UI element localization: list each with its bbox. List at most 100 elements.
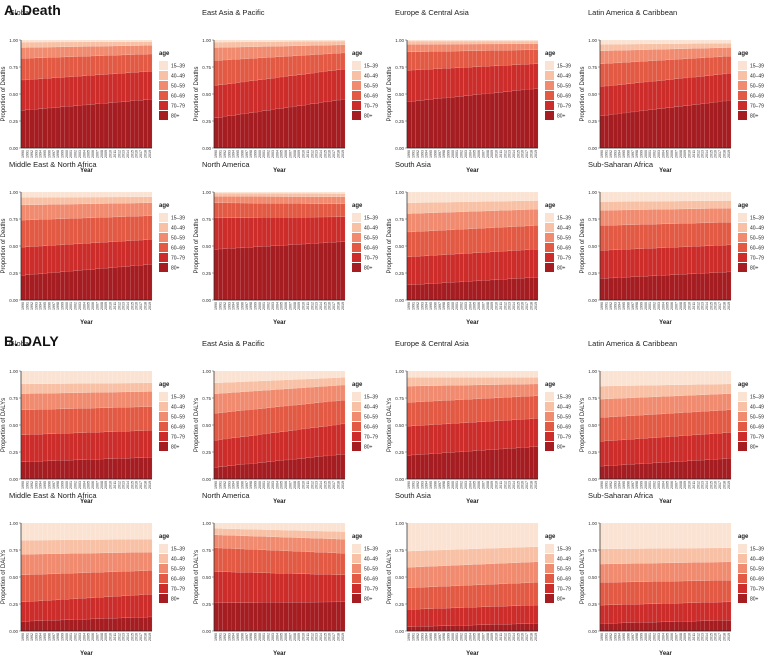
bar-segment: [309, 191, 315, 194]
bar-segment: [656, 603, 662, 623]
bar-segment: [665, 43, 671, 50]
legend-label: 15–39: [557, 395, 571, 401]
bar-segment: [529, 191, 534, 201]
bar-segment: [20, 39, 26, 43]
x-tick-label: 1998: [249, 302, 253, 310]
bar-segment: [476, 398, 482, 423]
legend-label: 40–49: [750, 226, 764, 232]
bar-segment: [687, 548, 692, 563]
bar-segment: [134, 539, 140, 553]
bar-segment: [309, 370, 315, 379]
y-tick-label: 0.50: [588, 575, 597, 580]
x-tick-label: 2002: [74, 302, 78, 310]
bar-segment: [630, 622, 636, 632]
bar-segment: [90, 217, 96, 244]
x-tick-label: 1991: [412, 633, 416, 641]
x-tick-label: 2008: [100, 302, 104, 310]
bar-segment: [25, 219, 30, 247]
bar-segment: [682, 412, 688, 436]
bar-segment: [60, 539, 65, 554]
bar-segment: [691, 191, 697, 202]
bar-segment: [454, 385, 460, 400]
bar-segment: [73, 203, 78, 219]
bar-segment: [415, 550, 421, 568]
x-tick-label: 2009: [104, 481, 108, 489]
bar-segment: [533, 623, 539, 632]
x-tick-label: 1992: [416, 150, 420, 158]
bar-segment: [82, 432, 87, 460]
bar-segment: [33, 540, 39, 555]
bar-segment: [327, 385, 333, 402]
bar-segment: [261, 246, 267, 301]
bar-segment: [309, 387, 315, 404]
bar-segment: [42, 620, 48, 632]
legend-label: 50–59: [557, 84, 571, 90]
x-tick-label: 2001: [69, 481, 73, 489]
legend-swatch: [738, 412, 747, 421]
x-tick-label: 2003: [78, 481, 82, 489]
bar-segment: [726, 271, 732, 301]
bar-segment: [55, 522, 61, 541]
bar-segment: [639, 603, 644, 623]
panel-title: Sub-Saharan Africa: [588, 491, 654, 500]
bar-segment: [433, 608, 438, 627]
bar-segment: [130, 522, 135, 540]
bar-segment: [340, 40, 346, 45]
bar-segment: [33, 553, 39, 575]
bar-segment: [700, 434, 705, 461]
bar-segment: [533, 43, 539, 50]
legend-swatch: [159, 432, 168, 441]
bar-segment: [511, 522, 517, 548]
bar-segment: [318, 39, 324, 42]
bar-segment: [617, 209, 623, 226]
x-tick-label: 2009: [490, 481, 494, 489]
bar-segment: [327, 377, 333, 387]
bar-segment: [296, 41, 302, 46]
legend-swatch: [352, 111, 361, 120]
y-tick-label: 0.75: [395, 548, 404, 553]
bar-segment: [226, 196, 232, 204]
bar-segment: [257, 203, 263, 218]
bar-segment: [459, 39, 464, 42]
bar-segment: [112, 196, 118, 204]
bar-segment: [60, 41, 65, 48]
legend-label: 60–69: [750, 246, 764, 252]
bar-segment: [125, 72, 131, 102]
bar-segment: [33, 47, 39, 59]
bar-segment: [621, 39, 627, 45]
bar-segment: [695, 104, 701, 149]
bar-segment: [520, 562, 526, 584]
bar-segment: [700, 273, 705, 301]
bar-segment: [656, 247, 662, 276]
bar-segment: [292, 551, 298, 574]
x-tick-label: 1994: [232, 481, 236, 489]
bar-segment: [511, 562, 517, 584]
bar-segment: [415, 213, 421, 232]
bar-segment: [25, 434, 30, 462]
legend-title: age: [545, 203, 556, 209]
bar-segment: [323, 401, 328, 427]
legend-label: 60–69: [750, 94, 764, 100]
bar-segment: [468, 624, 473, 632]
bar-segment: [485, 398, 491, 422]
x-tick-label: 2010: [109, 633, 113, 641]
bar-segment: [318, 601, 324, 632]
bar-segment: [283, 405, 289, 432]
bar-segment: [626, 581, 631, 605]
bar-segment: [634, 201, 640, 210]
bar-segment: [704, 200, 710, 209]
bar-segment: [60, 599, 65, 621]
bar-segment: [218, 60, 223, 85]
bar-segment: [143, 552, 148, 571]
panel-title: Global: [9, 8, 31, 17]
bar-segment: [116, 383, 122, 393]
bar-segment: [240, 464, 245, 480]
bar-segment: [68, 218, 74, 245]
bar-segment: [665, 396, 671, 414]
bar-segment: [717, 222, 723, 246]
bar-segment: [704, 620, 710, 632]
bar-segment: [639, 563, 644, 582]
bar-segment: [25, 47, 30, 59]
